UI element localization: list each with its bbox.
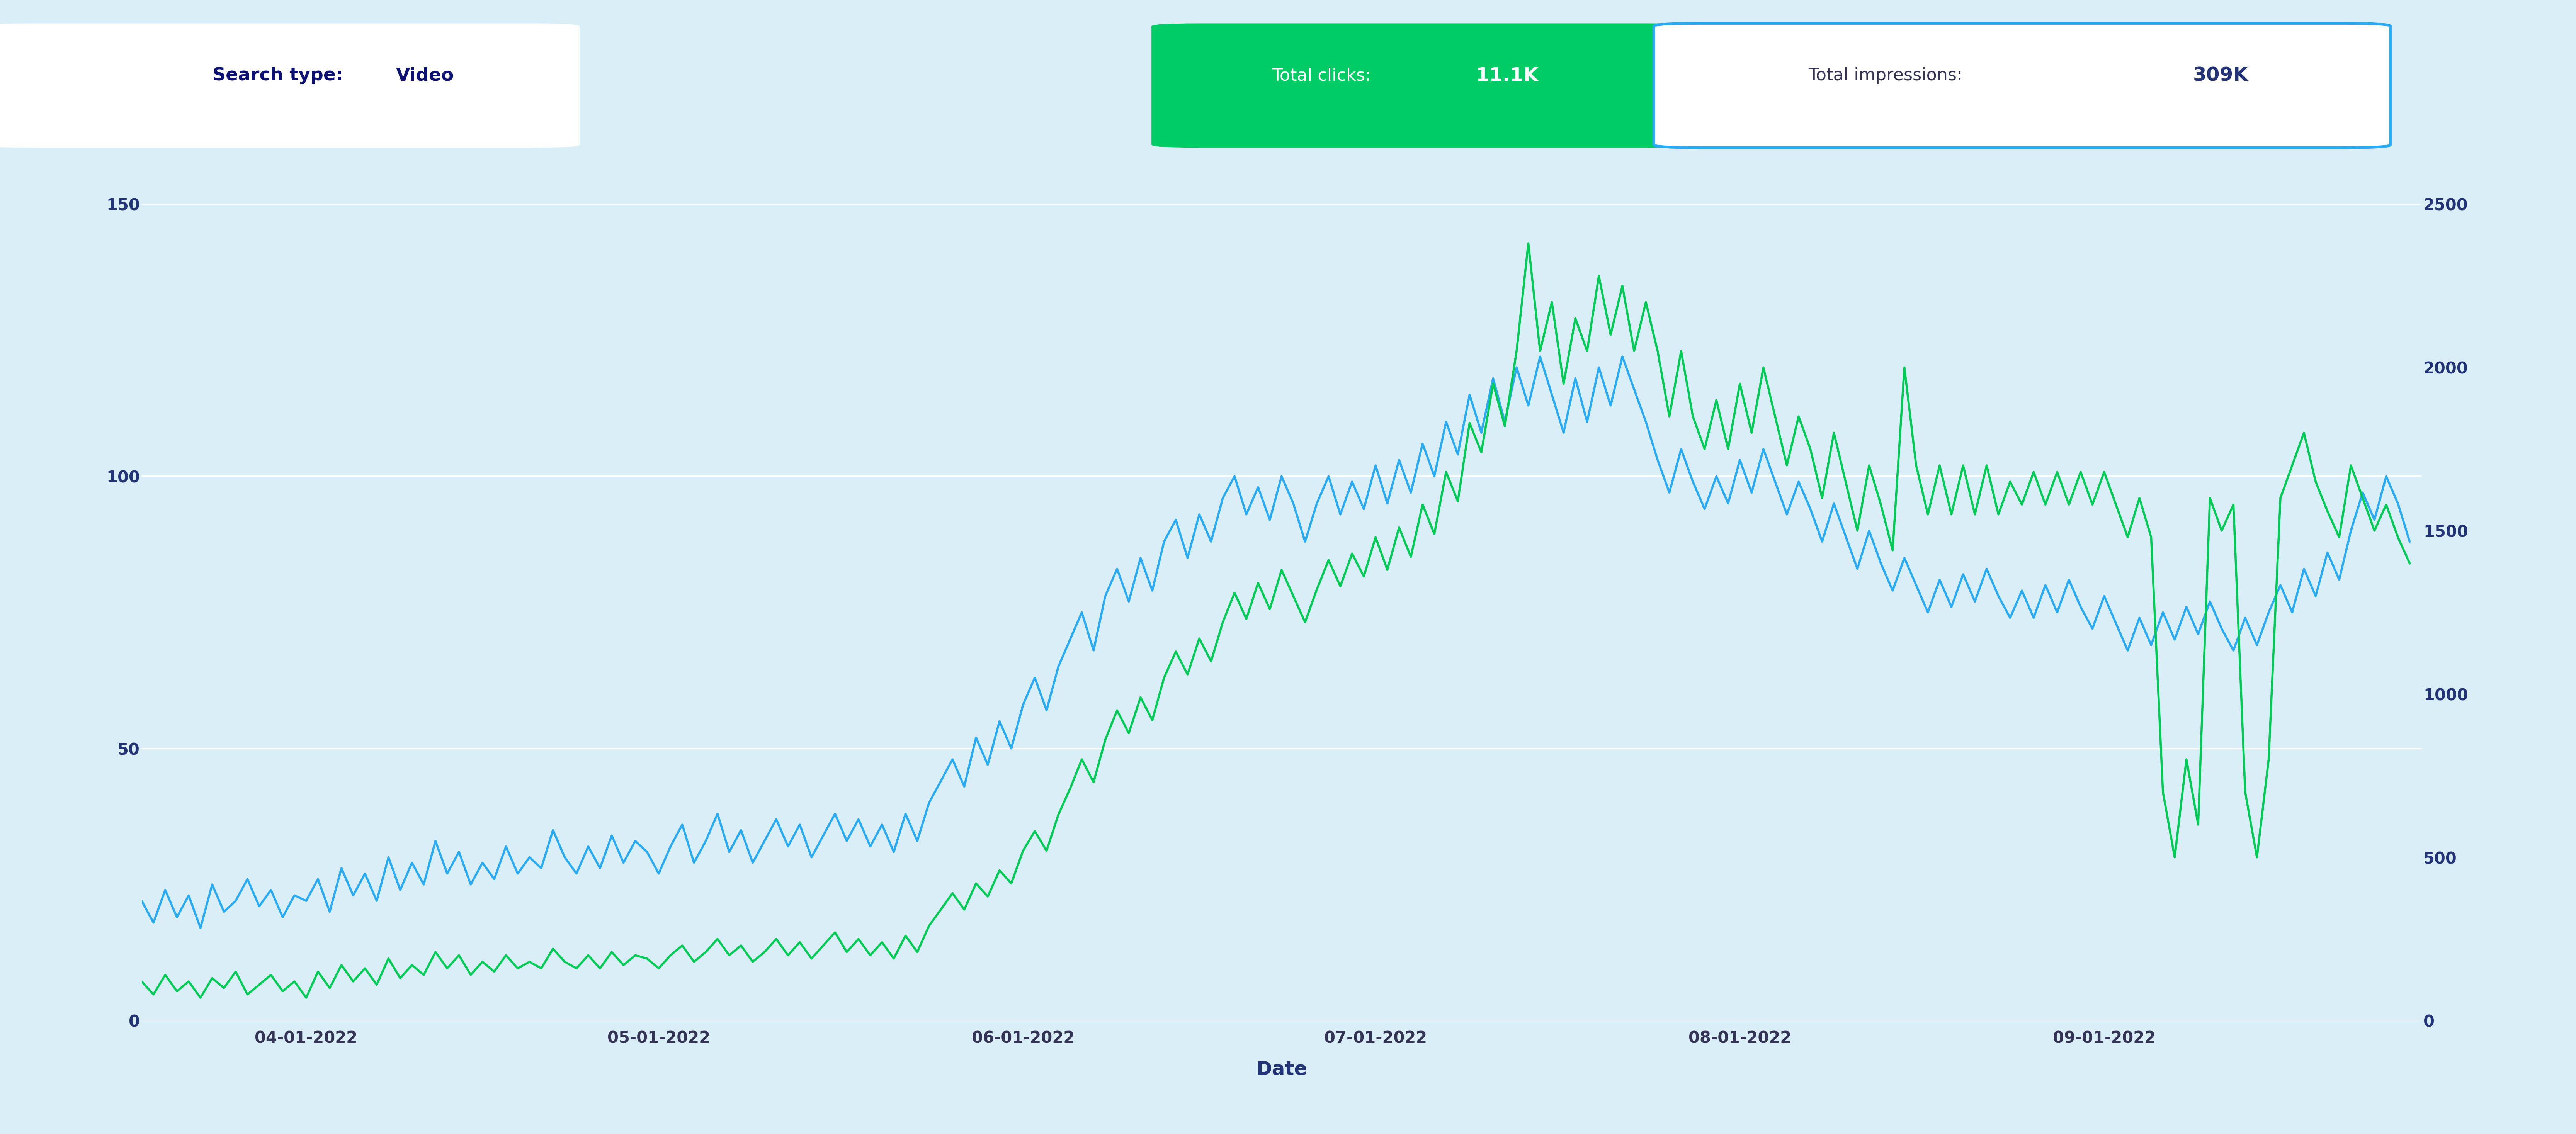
Text: Video: Video [397,67,453,84]
Text: Search type:: Search type: [211,67,350,84]
FancyBboxPatch shape [0,24,580,147]
Text: 11.1K: 11.1K [1476,67,1538,85]
Text: 309K: 309K [2192,67,2249,85]
Text: Total clicks:: Total clicks: [1273,67,1376,84]
Text: Total impressions:: Total impressions: [1808,67,1968,84]
FancyBboxPatch shape [1151,24,1695,147]
FancyBboxPatch shape [1654,24,2391,147]
X-axis label: Date: Date [1257,1060,1306,1078]
